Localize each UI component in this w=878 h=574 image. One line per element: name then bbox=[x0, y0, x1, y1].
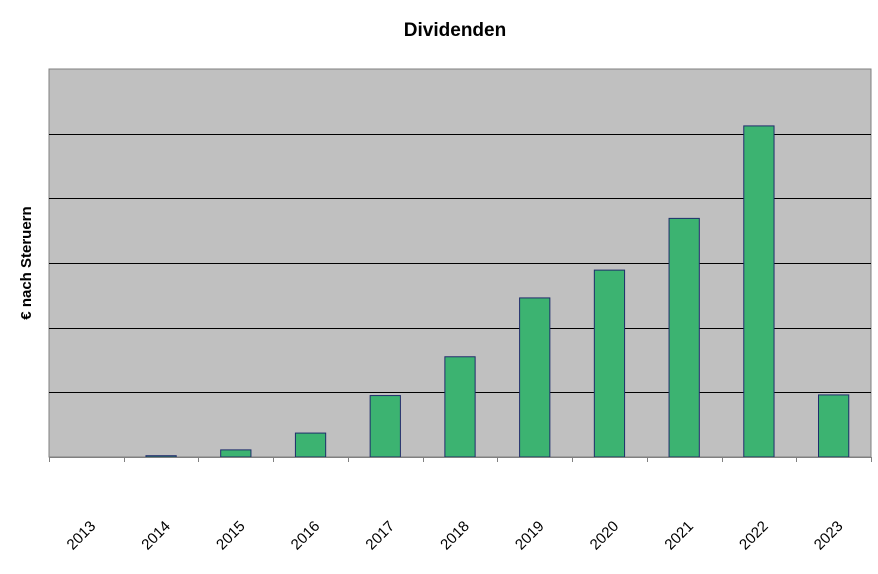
bar-2017 bbox=[369, 395, 401, 458]
bar-2021 bbox=[668, 217, 700, 458]
x-tick-label: 2014 bbox=[138, 518, 174, 554]
bars bbox=[145, 125, 850, 458]
y-axis-label: € nach Steruern bbox=[18, 206, 35, 319]
x-tick-label: 2023 bbox=[811, 518, 847, 554]
bar-2016 bbox=[294, 432, 327, 458]
x-tick-labels: 2013 2014 2015 2016 2017 2018 2019 2020 2021 2022… bbox=[64, 518, 847, 554]
x-tick-label: 2021 bbox=[661, 518, 697, 554]
bar-2020 bbox=[593, 269, 626, 458]
bar-2018 bbox=[444, 356, 476, 458]
bar-2019 bbox=[519, 297, 551, 458]
gridlines bbox=[49, 134, 871, 393]
x-tick-label: 2015 bbox=[213, 518, 249, 554]
bar-2014 bbox=[145, 455, 177, 458]
x-tick-label: 2019 bbox=[512, 518, 548, 554]
bar-2023 bbox=[818, 394, 850, 458]
bar-2015 bbox=[220, 449, 252, 458]
x-axis bbox=[49, 457, 872, 462]
x-tick-label: 2018 bbox=[437, 518, 473, 554]
x-tick-label: 2020 bbox=[587, 518, 623, 554]
bar-2022 bbox=[743, 125, 775, 458]
x-tick-label: 2013 bbox=[64, 518, 100, 554]
chart-title: Dividenden bbox=[404, 20, 506, 41]
x-tick-label: 2022 bbox=[736, 518, 772, 554]
x-tick-label: 2016 bbox=[288, 518, 324, 554]
x-tick-label: 2017 bbox=[362, 518, 398, 554]
